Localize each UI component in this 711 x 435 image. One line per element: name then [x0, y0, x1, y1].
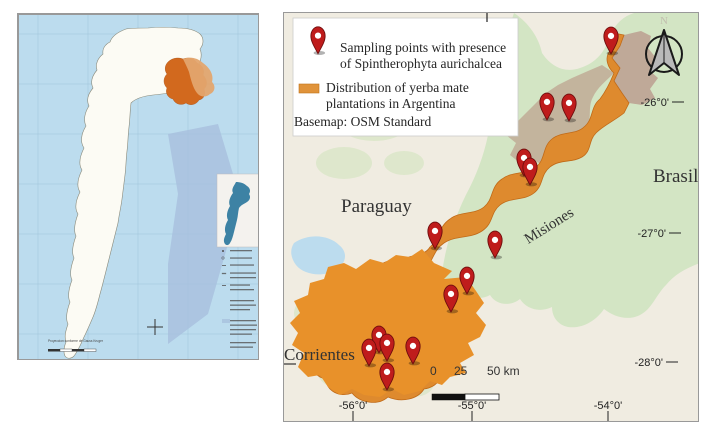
svg-text:N: N: [660, 15, 668, 27]
svg-text:-56°0': -56°0': [339, 400, 368, 412]
svg-text:-54°0': -54°0': [594, 400, 623, 412]
svg-text:-28°0': -28°0': [634, 357, 663, 369]
svg-text:Brasil: Brasil: [653, 166, 698, 187]
svg-text:plantations in Argentina: plantations in Argentina: [326, 96, 455, 111]
svg-text:25: 25: [454, 364, 468, 378]
svg-text:Paraguay: Paraguay: [341, 196, 412, 217]
svg-text:Basemap: OSM Standard: Basemap: OSM Standard: [294, 114, 431, 129]
svg-text:0: 0: [430, 364, 437, 378]
svg-text:-26°0': -26°0': [640, 97, 669, 109]
svg-text:Sampling points with presence: Sampling points with presence: [340, 40, 506, 55]
svg-text:Proyeccion conforme de Gauss K: Proyeccion conforme de Gauss Kruger: [48, 339, 104, 343]
svg-text:-27°0': -27°0': [637, 228, 666, 240]
svg-text:50 km: 50 km: [487, 364, 520, 378]
svg-text:of Spintherophyta aurichalcea: of Spintherophyta aurichalcea: [340, 56, 502, 71]
svg-text:-55°0': -55°0': [458, 400, 487, 412]
svg-text:Distribution of yerba mate: Distribution of yerba mate: [326, 80, 469, 95]
svg-text:Corrientes: Corrientes: [284, 345, 355, 364]
